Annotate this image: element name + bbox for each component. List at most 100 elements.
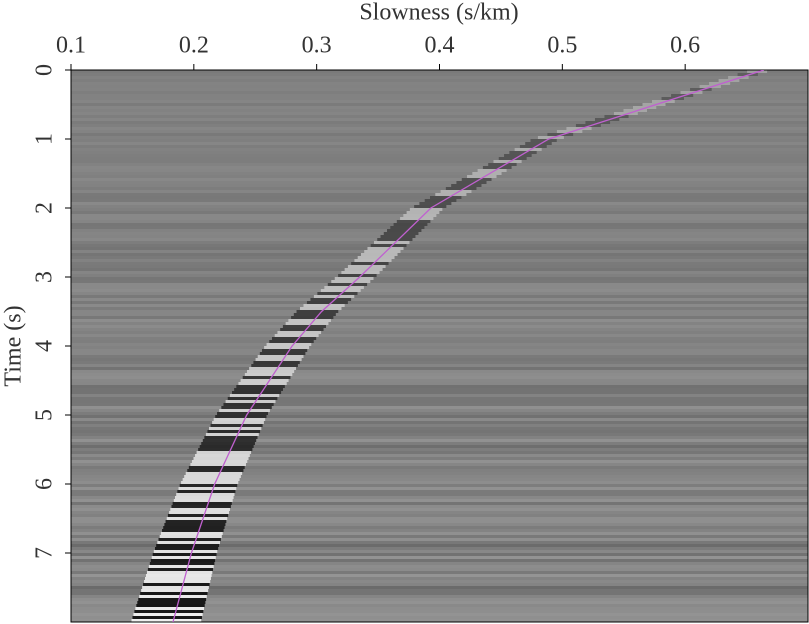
event-stripe <box>213 418 266 421</box>
trace-stripe <box>71 481 808 484</box>
trace-stripe <box>71 457 808 460</box>
trace-stripe <box>71 148 808 151</box>
trace-stripe <box>71 520 808 523</box>
event-stripe <box>390 226 425 229</box>
event-stripe <box>671 94 694 97</box>
event-stripe <box>162 529 224 532</box>
trace-stripe <box>71 541 808 544</box>
trace-stripe <box>71 97 808 100</box>
trace-stripe <box>71 115 808 118</box>
event-stripe <box>429 196 462 199</box>
event-stripe <box>134 610 204 613</box>
event-stripe <box>246 370 295 373</box>
event-stripe <box>341 271 380 274</box>
trace-stripe <box>71 562 808 565</box>
trace-stripe <box>71 142 808 145</box>
trace-stripe <box>71 367 808 370</box>
event-stripe <box>303 304 345 307</box>
y-tick-label: 6 <box>32 478 58 490</box>
trace-stripe <box>71 361 808 364</box>
event-stripe <box>173 499 233 502</box>
event-stripe <box>136 604 205 607</box>
event-stripe <box>147 568 214 571</box>
trace-stripe <box>71 106 808 109</box>
event-stripe <box>370 244 407 247</box>
event-stripe <box>383 232 419 235</box>
event-stripe <box>461 178 492 181</box>
event-stripe <box>300 307 342 310</box>
y-tick-label: 3 <box>32 271 58 283</box>
event-stripe <box>525 142 552 145</box>
event-stripe <box>482 166 512 169</box>
trace-stripe <box>71 499 808 502</box>
event-stripe <box>680 91 703 94</box>
trace-stripe <box>71 370 808 373</box>
event-stripe <box>613 112 638 115</box>
event-stripe <box>419 202 452 205</box>
trace-stripe <box>71 544 808 547</box>
trace-stripe <box>71 559 808 562</box>
event-stripe <box>251 364 298 367</box>
event-stripe <box>642 103 666 106</box>
event-stripe <box>467 175 497 178</box>
event-stripe <box>242 376 291 379</box>
trace-stripe <box>71 304 808 307</box>
event-stripe <box>351 262 389 265</box>
trace-stripe <box>71 310 808 313</box>
event-stripe <box>209 427 262 430</box>
trace-stripe <box>71 577 808 580</box>
trace-stripe <box>71 604 808 607</box>
trace-stripe <box>71 418 808 421</box>
event-stripe <box>190 463 246 466</box>
trace-stripe <box>71 526 808 529</box>
event-stripe <box>135 607 205 610</box>
trace-stripe <box>71 79 808 82</box>
event-stripe <box>215 415 267 418</box>
event-stripe <box>160 532 223 535</box>
trace-stripe <box>71 442 808 445</box>
event-stripe <box>347 265 386 268</box>
trace-stripe <box>71 334 808 337</box>
trace-stripe <box>71 76 808 79</box>
event-stripe <box>219 409 270 412</box>
event-stripe <box>377 238 413 241</box>
trace-stripe <box>71 571 808 574</box>
event-stripe <box>181 481 239 484</box>
event-stripe <box>514 148 542 151</box>
trace-stripe <box>71 178 808 181</box>
event-stripe <box>185 472 243 475</box>
trace-stripe <box>71 619 808 622</box>
trace-stripe <box>71 247 808 250</box>
event-stripe <box>604 115 629 118</box>
event-stripe <box>373 241 410 244</box>
event-stripe <box>158 538 221 541</box>
trace-stripe <box>71 319 808 322</box>
event-stripe <box>159 535 222 538</box>
event-stripe <box>259 352 306 355</box>
trace-stripe <box>71 157 808 160</box>
trace-stripe <box>71 343 808 346</box>
event-stripe <box>493 160 522 163</box>
trace-stripe <box>71 496 808 499</box>
trace-stripe <box>71 364 808 367</box>
event-stripe <box>293 313 336 316</box>
trace-stripe <box>71 184 808 187</box>
event-stripe <box>188 466 245 469</box>
trace-stripe <box>71 238 808 241</box>
event-stripe <box>177 490 236 493</box>
event-stripe <box>145 577 211 580</box>
trace-stripe <box>71 535 808 538</box>
event-stripe <box>504 154 532 157</box>
trace-stripe <box>71 214 808 217</box>
trace-stripe <box>71 484 808 487</box>
trace-stripe <box>71 292 808 295</box>
event-stripe <box>138 598 207 601</box>
trace-stripe <box>71 145 808 148</box>
event-stripe <box>253 361 300 364</box>
trace-stripe <box>71 253 808 256</box>
trace-stripe <box>71 298 808 301</box>
event-stripe <box>331 280 371 283</box>
trace-stripe <box>71 385 808 388</box>
x-tick-label: 0.6 <box>670 33 700 59</box>
event-stripe <box>393 223 428 226</box>
